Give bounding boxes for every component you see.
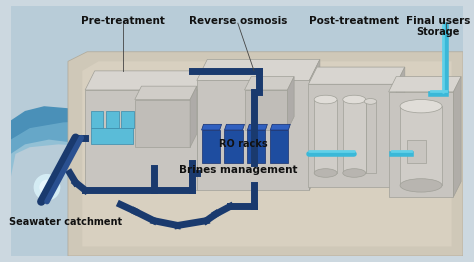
- Polygon shape: [85, 90, 198, 190]
- Polygon shape: [365, 101, 376, 173]
- Polygon shape: [190, 86, 197, 147]
- Text: Seawater catchment: Seawater catchment: [9, 217, 123, 227]
- Ellipse shape: [343, 169, 365, 177]
- Polygon shape: [454, 77, 461, 197]
- Polygon shape: [135, 86, 197, 100]
- Text: Post-treatment: Post-treatment: [309, 15, 399, 25]
- Polygon shape: [225, 124, 245, 130]
- Polygon shape: [310, 59, 320, 190]
- Ellipse shape: [364, 99, 377, 104]
- Polygon shape: [11, 121, 264, 256]
- Polygon shape: [389, 92, 454, 197]
- Polygon shape: [121, 111, 134, 128]
- Polygon shape: [343, 100, 365, 173]
- Text: Storage: Storage: [417, 27, 460, 37]
- Polygon shape: [270, 130, 288, 163]
- Polygon shape: [82, 61, 452, 247]
- Circle shape: [219, 190, 242, 213]
- Polygon shape: [197, 59, 320, 80]
- Polygon shape: [270, 124, 290, 130]
- Polygon shape: [287, 77, 294, 130]
- Polygon shape: [11, 6, 463, 256]
- Text: Pre-treatment: Pre-treatment: [82, 15, 165, 25]
- Ellipse shape: [400, 179, 442, 192]
- Polygon shape: [245, 90, 287, 130]
- Polygon shape: [201, 124, 222, 130]
- Ellipse shape: [400, 100, 442, 113]
- Polygon shape: [197, 80, 310, 190]
- Polygon shape: [314, 100, 337, 173]
- Polygon shape: [201, 130, 219, 163]
- Text: RO racks: RO racks: [219, 139, 267, 149]
- Polygon shape: [247, 130, 265, 163]
- Polygon shape: [309, 67, 405, 84]
- Polygon shape: [11, 106, 273, 256]
- Text: Brines management: Brines management: [179, 165, 297, 175]
- Text: Final users: Final users: [406, 15, 470, 25]
- Polygon shape: [225, 130, 243, 163]
- Ellipse shape: [314, 169, 337, 177]
- Polygon shape: [198, 71, 207, 190]
- Ellipse shape: [343, 95, 365, 104]
- Polygon shape: [68, 52, 463, 256]
- Polygon shape: [85, 71, 207, 90]
- Polygon shape: [106, 111, 118, 128]
- Ellipse shape: [314, 95, 337, 104]
- Polygon shape: [245, 77, 294, 90]
- Polygon shape: [247, 124, 267, 130]
- Polygon shape: [91, 111, 103, 128]
- Polygon shape: [407, 140, 426, 163]
- Polygon shape: [135, 100, 190, 147]
- Polygon shape: [389, 77, 461, 92]
- Text: Reverse osmosis: Reverse osmosis: [189, 15, 287, 25]
- Polygon shape: [396, 67, 405, 187]
- Polygon shape: [400, 106, 442, 185]
- Circle shape: [34, 174, 60, 201]
- Polygon shape: [91, 128, 133, 144]
- Polygon shape: [309, 84, 396, 187]
- Circle shape: [39, 180, 55, 195]
